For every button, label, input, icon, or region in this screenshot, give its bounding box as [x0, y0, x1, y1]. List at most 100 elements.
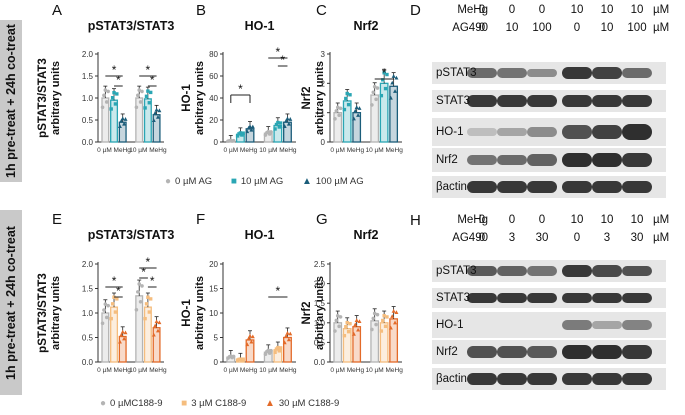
data-point — [345, 320, 349, 325]
bar-10-m-mehg-100-m-ag — [152, 114, 161, 143]
bar-chart: HO-1 arbitrary units 0 20 40 60 80 0 µM MeHg 10 … — [181, 45, 297, 154]
data-point — [285, 116, 290, 121]
y-axis-label: HO-1 — [181, 84, 193, 112]
blot-lane-pstat3: pSTAT3 — [432, 260, 666, 282]
blot-band — [592, 345, 622, 359]
blot-condition-value: 0 — [538, 4, 546, 16]
blot-band — [592, 265, 622, 277]
blot-condition-value: 10 — [505, 22, 519, 34]
bar-chart: Nrf2 arbitrary units 0.0 0.5 1.0 1.5 2.0 2.5 0 µ… — [301, 260, 403, 374]
data-point — [238, 131, 243, 135]
blot-condition-row: MeHg 0 0 0 10 10 10 µM — [430, 214, 680, 230]
bar-0-m-mehg-30-m-c188-9 — [352, 326, 362, 363]
data-point — [345, 91, 349, 96]
blot-protein-label: HO-1 — [436, 319, 464, 331]
y-tick-label: 0.0 — [82, 138, 94, 147]
blot-protein-label: pSTAT3 — [436, 265, 477, 277]
y-axis-label: arbitrary units — [50, 61, 62, 135]
data-point — [266, 348, 271, 353]
bar-0-m-mehg-0-mc188-9 — [333, 322, 343, 363]
blot-band — [562, 180, 592, 193]
bar-10-m-mehg-0-mc188-9 — [135, 295, 144, 363]
data-point — [148, 90, 153, 95]
data-point — [375, 312, 380, 317]
significance-star: * — [112, 63, 117, 77]
data-point — [286, 337, 291, 342]
blot-band — [467, 68, 497, 78]
blot-band — [592, 292, 622, 304]
data-point — [381, 318, 385, 323]
significance-star: * — [238, 82, 243, 96]
y-tick-label: 1.0 — [82, 309, 94, 318]
blot-condition-row: MeHg 0 0 0 10 10 10 µM — [430, 4, 680, 20]
blot-band — [562, 125, 592, 139]
data-point — [391, 308, 396, 313]
data-point — [346, 102, 351, 107]
bar-chart: Nrf2 arbitrary units 0 1 2 3 0 µM MeHg 10 µM Me… — [301, 50, 403, 154]
data-point — [110, 95, 115, 100]
y-tick-label: 0 — [214, 358, 219, 367]
data-point — [269, 348, 273, 353]
y-tick-label: 15 — [209, 285, 218, 294]
bar-10-m-mehg-3-m-c188-9 — [379, 322, 389, 363]
data-point — [245, 342, 250, 347]
data-point — [117, 339, 122, 344]
panel-b: B HO-1 HO-1 arbitrary units 0 20 40 60 80 0 µM Me… — [180, 2, 300, 177]
data-point — [250, 334, 255, 339]
bar-10-m-mehg-100-m-ag — [389, 85, 399, 143]
blot-band — [622, 153, 652, 167]
x-tick-label: 0 µM MeHg — [97, 367, 131, 374]
blot-condition-value: 100 — [627, 22, 647, 34]
x-tick-label: 10 µM MeHg — [365, 367, 403, 374]
y-tick-label: 0.0 — [314, 358, 326, 367]
blot-band — [592, 124, 622, 140]
data-point — [148, 297, 153, 301]
data-point — [106, 89, 110, 94]
blot-condition-value: 10 — [630, 214, 644, 226]
data-point — [354, 105, 359, 109]
data-point — [357, 319, 362, 324]
blot-condition-value: 10 — [600, 22, 614, 34]
data-point — [103, 88, 108, 92]
data-point — [240, 133, 244, 137]
data-point — [153, 323, 158, 328]
blot-band — [562, 372, 592, 385]
square-icon: ■ — [181, 398, 188, 409]
data-point — [138, 300, 143, 304]
panel-title: HO-1 — [244, 228, 275, 242]
data-point — [106, 303, 110, 308]
y-tick-label: 2 — [321, 79, 326, 88]
data-point — [374, 322, 378, 327]
y-axis-label: Nrf2 — [301, 301, 313, 324]
panel-letter: E — [52, 211, 63, 228]
bar-0-m-mehg-3-m-c188-9 — [342, 328, 352, 363]
data-point — [335, 313, 340, 318]
data-point — [248, 333, 253, 338]
y-tick-label: 0 — [214, 138, 219, 147]
blot-band — [497, 94, 527, 107]
data-point — [147, 101, 151, 105]
y-axis-label: HO-1 — [181, 299, 193, 327]
data-point — [284, 118, 289, 123]
blot-condition-value: 30 — [535, 232, 549, 244]
blot-band — [497, 346, 527, 358]
blot-condition-value: 0 — [478, 214, 486, 226]
data-point — [122, 121, 127, 126]
y-tick-label: 0 — [321, 138, 326, 147]
data-point — [155, 114, 160, 119]
blot-condition-value: 0 — [538, 214, 546, 226]
legend-bottom-label-2: 30 µM C188-9 — [278, 398, 340, 409]
data-point — [286, 121, 291, 126]
blot-band — [497, 68, 527, 78]
data-point — [144, 302, 149, 306]
y-tick-label: 1.0 — [314, 319, 326, 328]
triangle-icon: ▲ — [264, 398, 275, 409]
panel-g: G Nrf2 Nrf2 arbitrary units 0.0 0.5 1.0 1.5 2.0 2… — [300, 211, 415, 386]
data-point — [276, 120, 280, 125]
blot-band — [592, 153, 622, 167]
legend-top-item-1: ■ 10 µM AG — [231, 176, 283, 187]
blot-condition-value: 0 — [478, 4, 486, 16]
data-point — [140, 284, 144, 288]
